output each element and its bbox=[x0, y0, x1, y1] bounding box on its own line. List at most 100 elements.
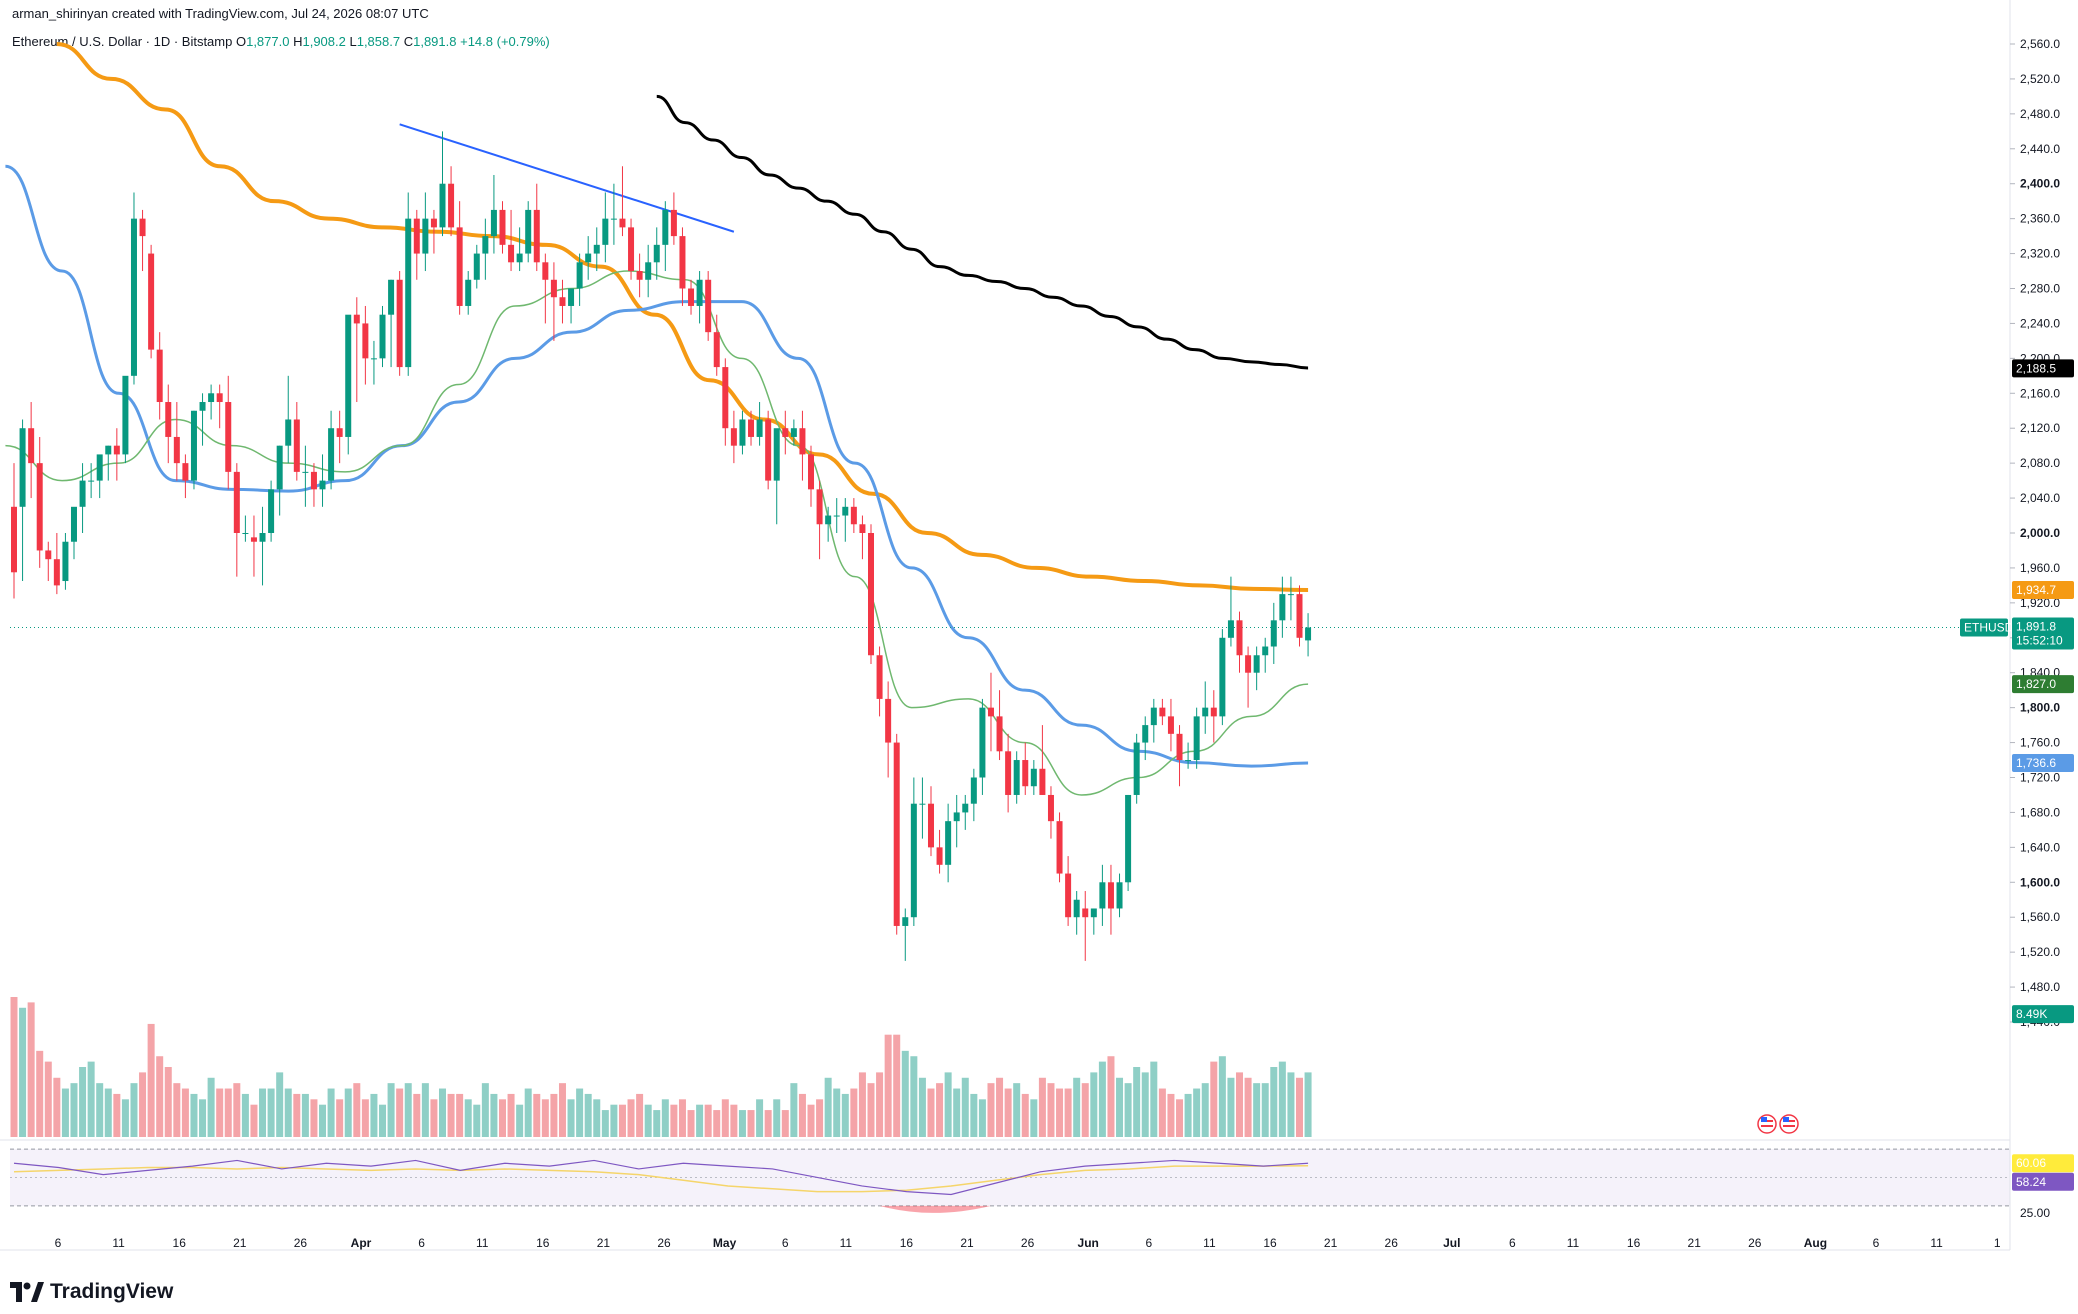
price-tick-label: 1,480.0 bbox=[2020, 980, 2060, 994]
candle-body bbox=[962, 803, 969, 813]
volume-bar bbox=[1193, 1088, 1201, 1137]
candle-body bbox=[105, 445, 112, 455]
time-tick-label: 11 bbox=[112, 1236, 125, 1250]
candle-body bbox=[508, 244, 515, 263]
volume-bar bbox=[1090, 1072, 1098, 1137]
resistance-trendline bbox=[399, 123, 735, 233]
candle-body bbox=[996, 716, 1003, 752]
volume-bar bbox=[344, 1088, 352, 1137]
volume-bar bbox=[1038, 1077, 1046, 1137]
volume-bar bbox=[1030, 1099, 1038, 1137]
volume-bar bbox=[70, 1083, 78, 1137]
volume-bar bbox=[473, 1104, 481, 1137]
candle-body bbox=[1279, 594, 1286, 621]
candle-body bbox=[310, 471, 317, 490]
volume-bar bbox=[276, 1072, 284, 1137]
symbol-legend[interactable]: Ethereum / U.S. Dollar · 1D · Bitstamp O… bbox=[12, 34, 550, 49]
volume-bar bbox=[439, 1088, 446, 1137]
candle-body bbox=[405, 218, 412, 368]
candle-body bbox=[953, 812, 960, 822]
candle-body bbox=[1167, 716, 1174, 734]
candle-body bbox=[276, 445, 283, 490]
candle-body bbox=[302, 471, 309, 473]
volume-bar bbox=[1210, 1061, 1218, 1137]
candle-body bbox=[362, 323, 369, 359]
price-tick-label: 2,040.0 bbox=[2020, 491, 2060, 505]
ma100-tag: 1,934.7 bbox=[2016, 583, 2056, 597]
candle-body bbox=[1287, 594, 1294, 596]
time-tick-label: 1 bbox=[1994, 1236, 2001, 1250]
candle-body bbox=[353, 314, 360, 324]
rsi-ma-line bbox=[13, 1165, 1309, 1193]
volume-bar bbox=[498, 1099, 506, 1137]
candle-body bbox=[422, 218, 429, 254]
high-label: H bbox=[293, 34, 303, 49]
time-tick-label: 21 bbox=[597, 1236, 611, 1250]
candle-body bbox=[919, 803, 926, 805]
candle-body bbox=[88, 480, 95, 482]
candle-body bbox=[19, 428, 26, 507]
change-value: +14.8 (+0.79%) bbox=[460, 34, 550, 49]
volume-bar bbox=[490, 1093, 498, 1137]
candle-body bbox=[885, 698, 892, 743]
time-tick-label: 16 bbox=[1263, 1236, 1277, 1250]
time-tick-label: 16 bbox=[173, 1236, 187, 1250]
volume-bar bbox=[447, 1093, 455, 1137]
volume-bar bbox=[1081, 1083, 1089, 1137]
volume-bar bbox=[1056, 1088, 1064, 1137]
volume-bar bbox=[867, 1083, 875, 1137]
volume-bar bbox=[910, 1056, 918, 1137]
rsi-oversold-area bbox=[879, 1205, 991, 1213]
candle-body bbox=[1022, 760, 1029, 787]
volume-bar bbox=[1278, 1061, 1286, 1137]
candle-body bbox=[242, 533, 249, 534]
candle-body bbox=[1090, 908, 1097, 918]
volume-bar bbox=[464, 1099, 472, 1137]
time-tick-label: 26 bbox=[657, 1236, 671, 1250]
volume-bar bbox=[1150, 1061, 1158, 1137]
time-axis[interactable]: 6 11 16 21 26 Apr 6 11 16 21 26 May 6 11 16 21 26 Jun 6 11 1… bbox=[55, 1236, 2001, 1250]
price-axis[interactable]: 2,560.0 2,520.0 2,480.0 2,440.0 2,400.0 2,360… bbox=[0, 0, 2060, 1251]
volume-bar bbox=[224, 1088, 232, 1137]
candle-body bbox=[208, 393, 215, 403]
candle-body bbox=[268, 489, 275, 533]
tradingview-logo[interactable]: TradingView bbox=[10, 1277, 173, 1307]
volume-bar bbox=[764, 1110, 772, 1137]
candle-body bbox=[1296, 594, 1303, 638]
time-tick-label: 6 bbox=[1873, 1236, 1880, 1250]
candle-body bbox=[233, 471, 240, 533]
close-label: C bbox=[403, 34, 414, 49]
candle-body bbox=[850, 506, 857, 525]
volume-bar bbox=[233, 1083, 241, 1137]
ma50-tag-bg bbox=[2012, 754, 2074, 773]
candle-body bbox=[173, 436, 180, 464]
candle-body bbox=[842, 506, 849, 516]
candle-body bbox=[756, 419, 763, 437]
rsi-pane[interactable]: 50.0025.00 bbox=[10, 1148, 2050, 1220]
time-tick-label: 6 bbox=[418, 1236, 425, 1250]
candle-body bbox=[1245, 655, 1252, 673]
volume-bar bbox=[901, 1050, 909, 1137]
volume-bar bbox=[284, 1088, 292, 1137]
volume-bar bbox=[756, 1099, 764, 1137]
candle-body bbox=[148, 253, 155, 350]
volume-bar bbox=[730, 1104, 738, 1137]
time-tick-label: 16 bbox=[1627, 1236, 1641, 1250]
ma100-line bbox=[56, 42, 1309, 593]
ma50-line bbox=[5, 164, 1309, 768]
price-tag: 1,891.8 bbox=[2016, 619, 2056, 633]
candle-body bbox=[225, 402, 232, 472]
volume-bar bbox=[1073, 1077, 1081, 1137]
price-tick-label: 2,240.0 bbox=[2020, 316, 2060, 330]
volume-bar bbox=[1236, 1072, 1244, 1137]
volume-bar bbox=[1047, 1083, 1055, 1137]
candle-body bbox=[465, 279, 472, 306]
volume-bar bbox=[61, 1088, 69, 1137]
volume-bar bbox=[216, 1088, 224, 1137]
candle-body bbox=[1039, 768, 1046, 795]
volume-bar bbox=[1004, 1088, 1012, 1137]
time-tick-label: 6 bbox=[55, 1236, 62, 1250]
volume-bar bbox=[1116, 1077, 1124, 1137]
volume-bar bbox=[353, 1083, 361, 1137]
